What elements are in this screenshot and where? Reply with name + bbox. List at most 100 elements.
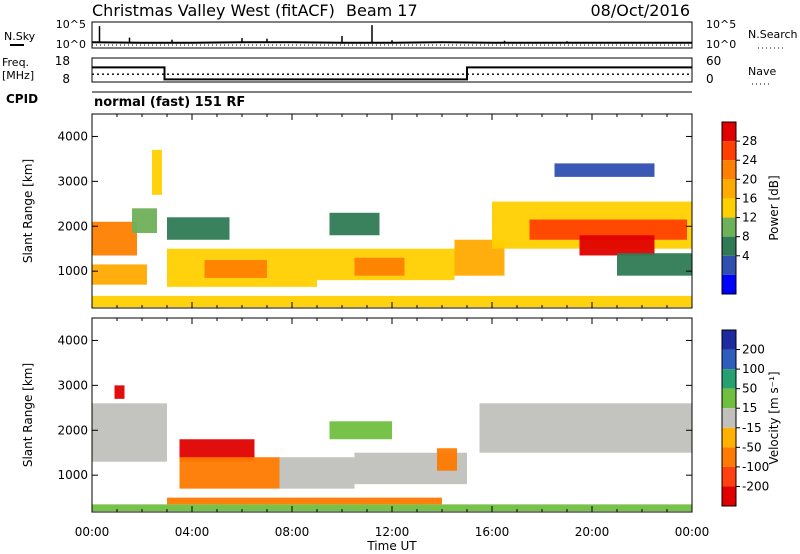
velocity-colorbar-label-4: -15 (742, 421, 762, 435)
noise-left-label: N.Sky (4, 30, 36, 43)
velocity-colorbar-label-6: -100 (742, 460, 769, 474)
velocity-colorbar-cell-3 (722, 388, 736, 409)
power-colorbar-cell-8 (722, 274, 736, 294)
power-region-8 (167, 217, 230, 240)
power-region-16 (92, 295, 692, 308)
power-region-15 (554, 163, 655, 177)
power-region-13 (579, 235, 655, 256)
power-ytick-label-2: 3000 (57, 174, 88, 188)
power-colorbar-cell-5 (722, 217, 736, 237)
velocity-region-4 (279, 457, 355, 489)
velocity-colorbar: 200 100 50 15 -15 -50 -100 -200 Velocity [m s⁻¹… (721, 329, 781, 507)
nave-tick-bottom: 0 (706, 72, 714, 86)
velocity-region-8 (479, 403, 692, 453)
velocity-colorbar-label-3: 15 (742, 401, 757, 415)
velocity-colorbar-cell-2 (722, 369, 736, 389)
power-colorbar-label-2: 20 (742, 172, 757, 186)
power-colorbar-label-1: 24 (742, 153, 757, 167)
velocity-region-2 (179, 439, 255, 462)
velocity-colorbar-ticks: 200 100 50 15 -15 -50 -100 -200 (736, 343, 769, 493)
velocity-ytick-label-1: 2000 (57, 423, 88, 437)
power-colorbar-cell-0 (722, 122, 736, 142)
velocity-colorbar-cell-8 (722, 486, 736, 506)
frequency-panel: Freq. [MHz] 18 8 60 0 Nave (2, 54, 776, 86)
power-ytick-label-0: 1000 (57, 264, 88, 278)
power-y-axis-label: Slant Range [km] (21, 159, 35, 263)
power-colorbar-ticks: 28 24 20 16 12 8 4 (736, 134, 757, 263)
power-y-ticks: 1000 2000 3000 4000 (57, 129, 692, 278)
time-tick-label-0: 00:00 (75, 525, 110, 539)
power-heatmap-cells (92, 149, 692, 308)
power-colorbar-cell-7 (722, 255, 736, 275)
power-x-ticks (91, 114, 693, 308)
time-axis-label: Time UT (366, 539, 417, 553)
velocity-region-0 (92, 403, 167, 462)
power-colorbar-label-0: 28 (742, 134, 757, 148)
velocity-region-10 (167, 497, 442, 505)
velocity-colorbar-label-1: 100 (742, 362, 765, 376)
frequency-line (92, 66, 692, 81)
power-colorbar-cell-4 (722, 198, 736, 218)
power-colorbar-frame (721, 121, 737, 295)
power-colorbar-label-4: 12 (742, 211, 757, 225)
beam-label: Beam 17 (346, 1, 418, 20)
noise-right-tick-bottom: 10^0 (706, 38, 736, 51)
velocity-x-ticks (91, 318, 693, 512)
cpid-text: normal (fast) 151 RF (94, 95, 245, 110)
velocity-region-3 (179, 457, 280, 489)
noise-spikes (98, 25, 568, 43)
time-tick-label-1: 04:00 (175, 525, 210, 539)
velocity-colorbar-cell-4 (722, 408, 736, 428)
power-ytick-label-1: 2000 (57, 219, 88, 233)
power-colorbar-title: Power [dB] (767, 175, 781, 240)
nave-label: Nave (748, 65, 776, 78)
power-colorbar-cell-2 (722, 160, 736, 180)
power-colorbar-cell-1 (722, 141, 736, 161)
time-tick-label-2: 08:00 (275, 525, 310, 539)
power-region-9 (329, 212, 380, 236)
frequency-panel-frame (91, 57, 693, 83)
noise-panel-frame (91, 21, 693, 49)
velocity-colorbar-label-7: -200 (742, 479, 769, 493)
freq-tick-top: 18 (55, 54, 70, 68)
power-colorbar-label-5: 8 (742, 230, 750, 244)
noise-panel: N.Sky 10^5 10^0 10^5 10^0 N.Search (4, 18, 798, 51)
velocity-colorbar-title: Velocity [m s⁻¹] (767, 371, 781, 464)
velocity-y-ticks: 1000 2000 3000 4000 (57, 333, 692, 482)
velocity-ytick-label-0: 1000 (57, 468, 88, 482)
time-tick-label-5: 20:00 (575, 525, 610, 539)
freq-label-1: Freq. (2, 56, 29, 69)
power-colorbar-cells (722, 122, 736, 294)
power-region-2 (152, 149, 162, 195)
time-tick-label-3: 12:00 (375, 525, 410, 539)
velocity-heatmap-cells (92, 385, 692, 512)
velocity-ytick-label-3: 4000 (57, 333, 88, 347)
velocity-colorbar-cell-5 (722, 427, 736, 448)
power-region-14 (617, 253, 692, 276)
noise-right-tick-top: 10^5 (706, 18, 736, 31)
velocity-colorbar-cell-6 (722, 447, 736, 467)
power-colorbar-cell-6 (722, 236, 736, 256)
velocity-colorbar-label-5: -50 (742, 440, 762, 454)
power-colorbar-label-6: 4 (742, 249, 750, 263)
power-region-3 (92, 264, 147, 285)
power-region-0 (92, 221, 137, 256)
power-region-12 (529, 219, 687, 240)
power-region-7 (354, 257, 405, 276)
velocity-colorbar-cell-7 (722, 466, 736, 487)
power-region-1 (132, 208, 157, 234)
velocity-region-1 (114, 385, 125, 399)
time-tick-label-6: 00:00 (675, 525, 710, 539)
noise-left-tick-bottom: 10^0 (56, 38, 86, 51)
velocity-region-6 (437, 448, 457, 471)
velocity-y-axis-label: Slant Range [km] (21, 363, 35, 467)
power-colorbar-cell-3 (722, 179, 736, 199)
power-colorbar: 28 24 20 16 12 8 4 Power [dB] (721, 121, 781, 295)
noise-right-label: N.Search (748, 28, 798, 41)
nave-tick-top: 60 (706, 54, 721, 68)
power-region-5 (204, 259, 267, 278)
time-axis-tick-labels: 00:00 04:00 08:00 12:00 16:00 20:00 00:00 (75, 525, 710, 539)
power-ytick-label-3: 4000 (57, 129, 88, 143)
velocity-region-7 (329, 421, 392, 440)
